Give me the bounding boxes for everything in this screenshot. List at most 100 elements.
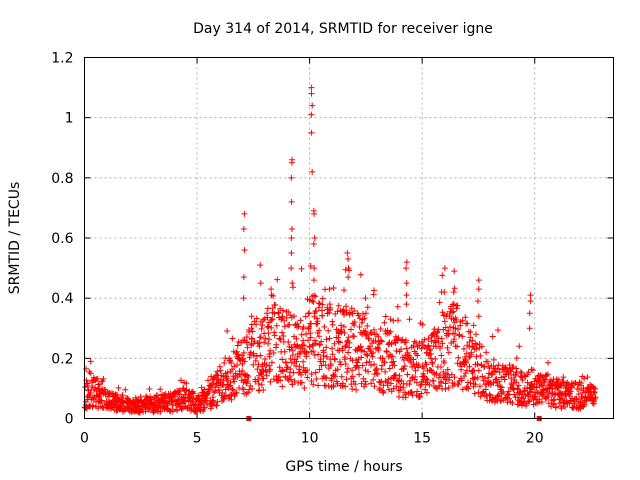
data-point xyxy=(227,357,234,364)
data-point xyxy=(280,333,287,340)
data-point xyxy=(391,362,398,369)
data-point xyxy=(432,384,439,391)
data-point xyxy=(341,354,348,361)
data-point xyxy=(306,297,313,304)
data-point xyxy=(437,372,444,379)
data-point xyxy=(347,326,354,333)
data-point xyxy=(368,330,375,337)
y-tick-label: 0 xyxy=(65,412,74,428)
data-point xyxy=(372,367,379,374)
data-point xyxy=(353,386,360,393)
data-point xyxy=(517,368,524,375)
data-point xyxy=(279,368,286,375)
data-point xyxy=(378,338,385,345)
data-point xyxy=(90,402,97,409)
grid-layer xyxy=(84,57,614,419)
data-point xyxy=(291,313,298,320)
data-point xyxy=(364,331,371,338)
data-point xyxy=(217,367,224,374)
data-point xyxy=(393,383,400,390)
data-point xyxy=(545,359,552,366)
data-point xyxy=(212,384,219,391)
data-point xyxy=(309,342,316,349)
data-point xyxy=(441,359,448,366)
data-point xyxy=(243,333,250,340)
data-point xyxy=(496,378,503,385)
data-point xyxy=(291,378,298,385)
data-point xyxy=(288,376,295,383)
data-point xyxy=(471,374,478,381)
data-point xyxy=(496,369,503,376)
data-point xyxy=(379,355,386,362)
data-point xyxy=(364,322,371,329)
data-point xyxy=(464,320,471,327)
data-point xyxy=(240,386,247,393)
data-point xyxy=(430,378,437,385)
data-point xyxy=(241,247,248,254)
data-point xyxy=(547,377,554,384)
data-point xyxy=(298,379,305,386)
data-point xyxy=(320,358,327,365)
data-point xyxy=(386,330,393,337)
data-point xyxy=(542,376,549,383)
data-point xyxy=(253,315,260,322)
data-point xyxy=(424,376,431,383)
data-point xyxy=(385,376,392,383)
data-point xyxy=(428,355,435,362)
data-point xyxy=(315,351,322,358)
data-point xyxy=(363,351,370,358)
data-point xyxy=(448,339,455,346)
data-point xyxy=(260,375,267,382)
data-point xyxy=(482,386,489,393)
y-tick-label: 1.2 xyxy=(51,51,73,67)
data-point xyxy=(277,336,284,343)
data-point xyxy=(465,385,472,392)
data-point xyxy=(279,329,286,336)
data-point xyxy=(403,337,410,344)
data-point xyxy=(521,388,528,395)
data-point xyxy=(587,388,594,395)
data-point xyxy=(267,366,274,373)
x-axis-label: GPS time / hours xyxy=(285,459,402,475)
data-point xyxy=(313,308,320,315)
data-point xyxy=(189,388,196,395)
data-point xyxy=(384,382,391,389)
data-point xyxy=(423,376,430,383)
data-point xyxy=(418,390,425,397)
data-point xyxy=(384,379,391,386)
data-point xyxy=(459,333,466,340)
data-point xyxy=(397,387,404,394)
data-point xyxy=(87,370,94,377)
data-point xyxy=(358,354,365,361)
data-point xyxy=(484,358,491,365)
data-point xyxy=(338,322,345,329)
data-point xyxy=(100,375,107,382)
data-point xyxy=(257,334,264,341)
data-point xyxy=(255,380,262,387)
data-point xyxy=(365,368,372,375)
data-point xyxy=(454,302,461,309)
data-point xyxy=(428,334,435,341)
data-point xyxy=(310,381,317,388)
data-point xyxy=(304,374,311,381)
data-point xyxy=(276,364,283,371)
data-point xyxy=(575,390,582,397)
data-point xyxy=(490,362,497,369)
data-point xyxy=(462,359,469,366)
data-point xyxy=(268,359,275,366)
data-point xyxy=(429,360,436,367)
data-point xyxy=(178,406,185,413)
y-tick-label: 0.2 xyxy=(51,351,73,367)
data-point xyxy=(403,345,410,352)
data-point xyxy=(358,380,365,387)
data-point xyxy=(511,391,518,398)
data-point xyxy=(376,341,383,348)
data-point xyxy=(275,373,282,380)
data-point xyxy=(268,292,275,299)
data-point xyxy=(346,309,353,316)
data-point xyxy=(401,362,408,369)
data-point xyxy=(579,389,586,396)
data-point xyxy=(373,331,380,338)
data-point xyxy=(267,347,274,354)
